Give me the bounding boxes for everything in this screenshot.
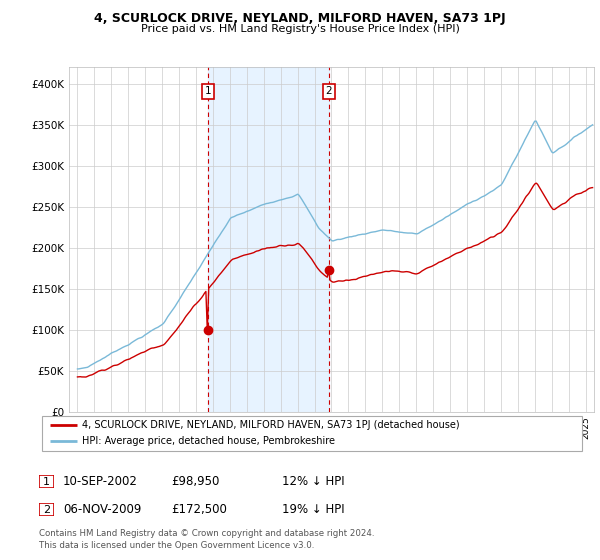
- Text: 19% ↓ HPI: 19% ↓ HPI: [282, 503, 344, 516]
- Text: 4, SCURLOCK DRIVE, NEYLAND, MILFORD HAVEN, SA73 1PJ (detached house): 4, SCURLOCK DRIVE, NEYLAND, MILFORD HAVE…: [83, 421, 460, 431]
- Text: 1: 1: [43, 477, 50, 487]
- Text: 2: 2: [43, 505, 50, 515]
- Text: Contains HM Land Registry data © Crown copyright and database right 2024.
This d: Contains HM Land Registry data © Crown c…: [39, 529, 374, 550]
- FancyBboxPatch shape: [42, 416, 582, 451]
- FancyBboxPatch shape: [39, 475, 54, 488]
- Text: 06-NOV-2009: 06-NOV-2009: [63, 503, 142, 516]
- Text: 4, SCURLOCK DRIVE, NEYLAND, MILFORD HAVEN, SA73 1PJ: 4, SCURLOCK DRIVE, NEYLAND, MILFORD HAVE…: [94, 12, 506, 25]
- Bar: [208, 67, 329, 412]
- FancyBboxPatch shape: [39, 503, 54, 516]
- Text: £98,950: £98,950: [171, 475, 220, 488]
- Text: 10-SEP-2002: 10-SEP-2002: [63, 475, 138, 488]
- Text: HPI: Average price, detached house, Pembrokeshire: HPI: Average price, detached house, Pemb…: [83, 436, 335, 446]
- Text: Price paid vs. HM Land Registry's House Price Index (HPI): Price paid vs. HM Land Registry's House …: [140, 24, 460, 34]
- Text: 2: 2: [326, 86, 332, 96]
- Text: 1: 1: [205, 86, 211, 96]
- Text: £172,500: £172,500: [171, 503, 227, 516]
- Text: 12% ↓ HPI: 12% ↓ HPI: [282, 475, 344, 488]
